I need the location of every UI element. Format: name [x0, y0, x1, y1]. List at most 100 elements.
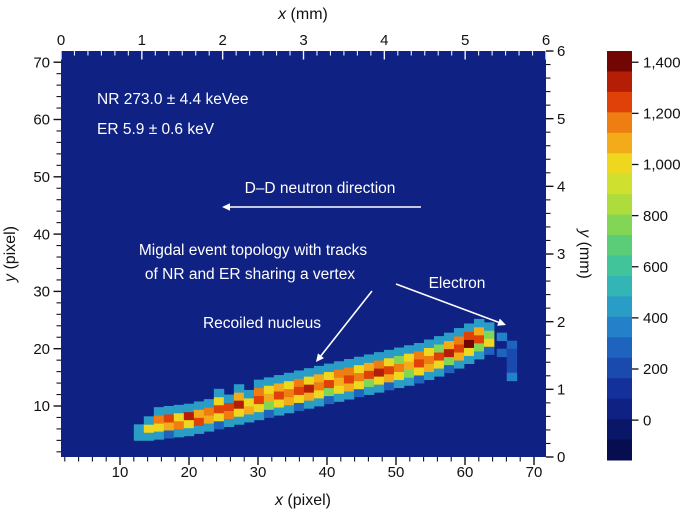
colorbar-band: [607, 255, 632, 277]
nr-track-cell: [333, 369, 345, 378]
axis-ticks: [53, 50, 554, 465]
nr-track-cell: [173, 428, 185, 438]
nr-track-cell: [423, 339, 435, 348]
nr-track-cell: [273, 399, 285, 408]
nr-track-cell: [333, 385, 345, 394]
nr-track-cell: [163, 430, 175, 439]
nr-track-cell: [163, 406, 175, 415]
nr-track-cell: [373, 368, 385, 377]
nr-track-cell: [453, 328, 465, 337]
annotation-migdal-line2: of NR and ER sharing a vertex: [145, 266, 355, 283]
er-electron-cell: [506, 348, 518, 358]
nr-track-cell: [273, 375, 285, 384]
nr-track-cell: [363, 354, 375, 363]
bottom-tick-label: 30: [250, 464, 267, 481]
nr-track-cell: [313, 373, 325, 383]
colorbar-tick-label: 200: [643, 361, 668, 378]
top-axis-title: x (mm): [277, 6, 328, 23]
top-tick-label: 6: [542, 32, 550, 49]
nr-track-cell: [453, 360, 465, 369]
nr-track-cell: [223, 410, 235, 420]
annotation-recoiled-nucleus: Recoiled nucleus: [203, 315, 321, 332]
nr-track-cell: [193, 401, 205, 410]
bottom-tick-label: 40: [319, 464, 336, 481]
annotations: NR 273.0 ± 4.4 keVee ER 5.9 ± 0.6 keV D–D …: [97, 91, 485, 332]
nr-track-cell: [393, 363, 405, 373]
colorbar-band: [607, 275, 632, 297]
nr-track-cell: [483, 322, 495, 331]
nr-track-cell: [363, 378, 375, 387]
colorbar-tick-label: 600: [643, 259, 668, 276]
colorbar-band: [607, 51, 632, 72]
nr-track-cell: [233, 408, 245, 417]
nr-track-cell: [303, 376, 315, 385]
nr-track-cell: [453, 336, 465, 345]
colorbar-band: [607, 357, 632, 379]
nr-track-cell: [343, 375, 355, 384]
nr-track-cell: [153, 431, 165, 440]
colorbar-band: [607, 337, 632, 359]
nr-track-cell: [163, 422, 175, 431]
nr-track-cell: [313, 381, 325, 391]
nr-track-cell: [313, 365, 325, 375]
er-electron-cell: [496, 332, 508, 342]
nr-track-cell: [463, 323, 475, 332]
nr-track-cell: [383, 373, 395, 383]
nr-track-cell: [343, 367, 355, 376]
colorbar-tick-label: 1,000: [643, 157, 681, 174]
nr-track-cell: [173, 420, 185, 430]
er-electron-cell: [496, 348, 508, 358]
nr-track-cell: [303, 368, 315, 377]
right-tick-label: 1: [557, 382, 565, 399]
nr-track-cell: [463, 331, 475, 340]
nr-track-cell: [423, 355, 435, 364]
colorbar-tick-label: 400: [643, 310, 668, 327]
nr-track-cell: [413, 342, 425, 352]
nr-track-cell: [133, 424, 145, 433]
nr-track-cell: [363, 370, 375, 379]
nr-track-cell: [203, 407, 215, 416]
electron-arrow-head: [497, 318, 506, 326]
nr-track-cell: [203, 423, 215, 432]
bottom-axis-title: x (pixel): [274, 492, 331, 509]
bottom-tick-label: 50: [388, 464, 405, 481]
colorbar-band: [607, 194, 632, 216]
colorbar-band: [607, 419, 632, 441]
nr-track-cell: [253, 379, 265, 389]
nr-track-cell: [223, 402, 235, 411]
colorbar-band: [607, 91, 632, 113]
nr-track-cell: [373, 376, 385, 385]
bottom-tick-label: 20: [181, 464, 198, 481]
annotation-arrows: [222, 203, 506, 362]
nr-track-cell: [213, 404, 225, 414]
heatmap-cells: [133, 318, 518, 441]
nr-track-cell: [303, 384, 315, 393]
nr-track-cell: [203, 399, 215, 408]
nr-track-cell: [323, 363, 335, 373]
annotation-migdal-line1: Migdal event topology with tracks: [139, 242, 368, 259]
top-tick-label: 0: [57, 32, 65, 49]
nr-track-cell: [323, 387, 335, 397]
left-tick-label: 20: [33, 341, 50, 358]
nr-track-cell: [283, 372, 295, 382]
nr-track-cell: [443, 348, 455, 358]
nr-track-cell: [403, 369, 415, 378]
nr-track-cell: [393, 379, 405, 389]
nr-track-cell: [343, 383, 355, 392]
nr-track-cell: [303, 392, 315, 401]
nr-track-cell: [393, 371, 405, 381]
left-tick-label: 60: [33, 112, 50, 129]
nr-track-cell: [443, 340, 455, 350]
colorbar-band: [607, 235, 632, 256]
colorbar-tick-label: 1,400: [643, 54, 681, 71]
nr-track-cell: [213, 420, 225, 430]
colorbar-tick-label: 0: [643, 412, 651, 429]
recoiled-nucleus-arrow-shaft: [320, 290, 373, 357]
top-tick-label: 4: [380, 32, 388, 49]
left-axis-title: y (pixel): [2, 226, 19, 283]
axis-titles: x (mm) x (pixel) y (pixel) y (mm): [2, 6, 593, 509]
nr-track-cell: [213, 412, 225, 422]
left-tick-label: 10: [33, 398, 50, 415]
nr-track-cell: [413, 350, 425, 360]
nr-track-cell: [283, 388, 295, 398]
